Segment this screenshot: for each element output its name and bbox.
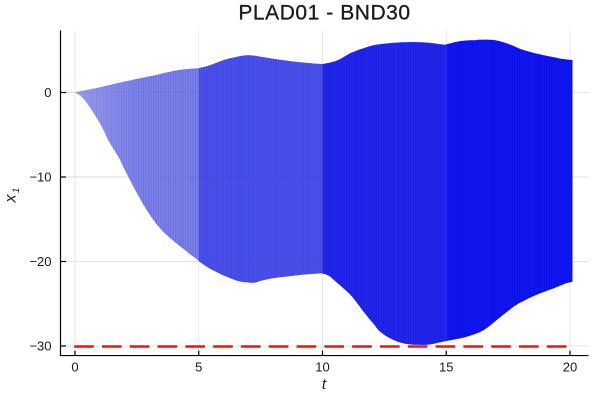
svg-text:−10: −10 [29, 170, 51, 185]
svg-text:PLAD01 - BND30: PLAD01 - BND30 [238, 2, 410, 25]
svg-text:0: 0 [44, 85, 51, 100]
svg-text:t: t [322, 376, 327, 393]
svg-text:0: 0 [71, 360, 78, 375]
svg-text:20: 20 [563, 360, 577, 375]
svg-text:15: 15 [439, 360, 453, 375]
svg-text:−20: −20 [29, 254, 51, 269]
svg-text:10: 10 [315, 360, 329, 375]
svg-text:5: 5 [195, 360, 202, 375]
svg-text:−30: −30 [29, 339, 51, 354]
